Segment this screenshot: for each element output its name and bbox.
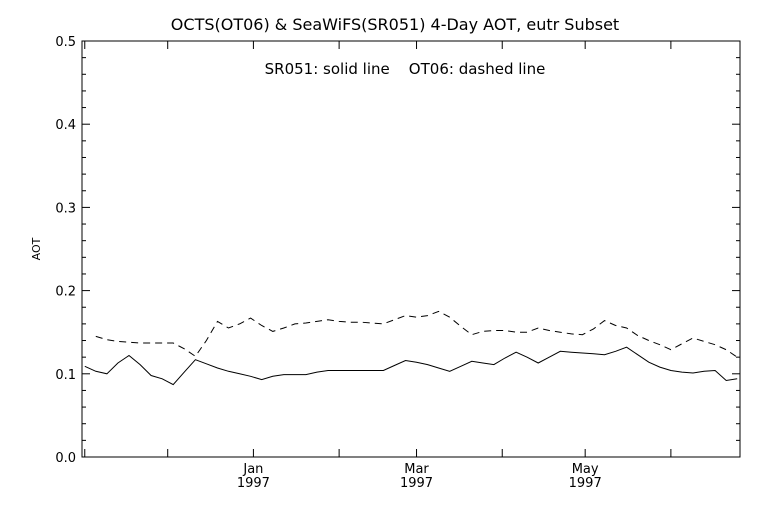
y-tick-label: 0.2: [55, 285, 76, 300]
y-tick-label: 0.4: [55, 118, 76, 133]
x-tick-year-label: 1997: [237, 476, 270, 491]
x-tick-year-label: 1997: [400, 476, 433, 491]
x-tick-month-label: Mar: [404, 462, 429, 477]
y-axis: 0.0 0.1 0.2 0.3 0.4 0.5: [55, 35, 740, 466]
series-line-ot06: [95, 310, 738, 358]
plot-frame: [81, 40, 741, 458]
series-layer: [84, 310, 738, 386]
x-tick-year-label: 1997: [569, 476, 602, 491]
y-tick-label: 0.5: [55, 35, 76, 50]
y-tick-label: 0.0: [55, 451, 76, 466]
y-axis-label: AOT: [30, 237, 43, 260]
y-tick-label: 0.1: [55, 368, 76, 383]
x-tick-month-label: May: [572, 462, 599, 477]
x-tick-month-label: Jan: [242, 462, 263, 477]
line-style-annotation: SR051: solid line OT06: dashed line: [265, 60, 546, 78]
y-tick-label: 0.3: [55, 201, 76, 216]
chart-title: OCTS(OT06) & SeaWiFS(SR051) 4-Day AOT, e…: [171, 15, 619, 34]
series-line-sr051: [84, 346, 738, 386]
